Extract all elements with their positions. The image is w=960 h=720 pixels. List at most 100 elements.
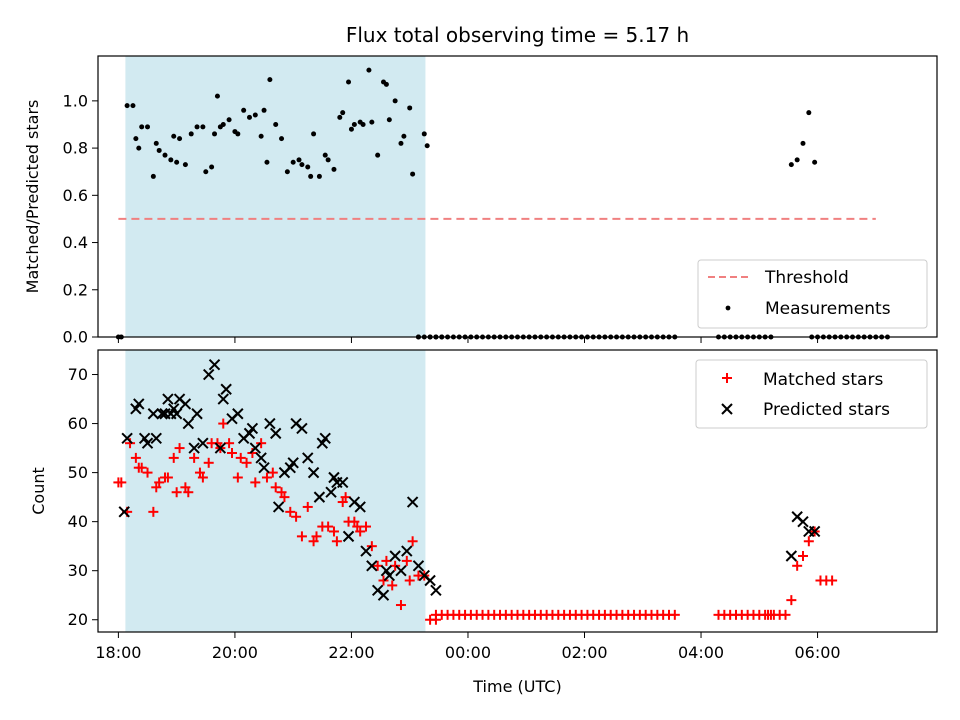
matched-star-point — [171, 487, 182, 498]
predicted-star-point — [797, 515, 809, 528]
predicted-star-point — [272, 501, 285, 513]
matched-star-point — [203, 457, 214, 468]
bottom-xtick-label: 06:00 — [795, 643, 841, 662]
top-ytick-label: 0.4 — [63, 233, 88, 252]
measurement-point — [366, 67, 372, 73]
predicted-star-point — [217, 393, 229, 405]
matched-star-point — [331, 536, 342, 547]
predicted-star-point — [785, 550, 798, 562]
measurement-point — [800, 140, 806, 146]
top-x-ticks — [117, 337, 819, 343]
matched-star-point — [235, 452, 246, 463]
measurement-point — [136, 145, 142, 151]
measurement-point — [203, 169, 209, 175]
matched-star-point — [261, 472, 272, 483]
predicted-star-point — [366, 560, 378, 572]
top-axes-frame — [97, 55, 938, 338]
matched-star-point — [361, 521, 372, 532]
top-ytick-label: 0.6 — [63, 186, 88, 205]
bottom-legend: Matched stars Predicted stars — [695, 359, 928, 429]
predicted-star-point — [406, 496, 419, 508]
predicted-star-point — [150, 432, 162, 444]
measurement-point — [421, 131, 427, 137]
matched-star-point — [218, 418, 229, 429]
bottom-legend-box — [695, 359, 928, 429]
measurement-point — [130, 103, 136, 109]
measurement-point — [305, 164, 311, 170]
predicted-star-point — [412, 560, 425, 572]
matched-star-point — [390, 560, 401, 571]
top-panel: 0.0 0.2 0.4 0.6 0.8 1.0 Flux total observing … — [23, 23, 938, 347]
matched-star-point — [401, 555, 412, 566]
matched-star-point — [174, 443, 185, 454]
predicted-star-point — [156, 408, 168, 420]
matched-star-point — [279, 492, 290, 503]
matched-star-point — [197, 472, 208, 483]
top-y-ticks: 0.0 0.2 0.4 0.6 0.8 1.0 — [63, 91, 98, 347]
legend-measurements-label: Measurements — [765, 299, 891, 319]
measurement-point — [150, 173, 156, 179]
matched-star-point — [404, 575, 415, 586]
top-legend: Threshold Measurements — [697, 259, 928, 329]
bottom-xtick-label: 00:00 — [445, 643, 491, 662]
measurement-point — [788, 162, 794, 168]
measurement-point — [182, 162, 188, 168]
bottom-panel: 20 30 40 50 60 70 18:00 20:00 22:00 00:00 02:00 04… — [29, 349, 938, 696]
matched-star-point — [328, 526, 339, 537]
predicted-star-point — [170, 408, 183, 420]
legend-matched-swatch — [722, 373, 732, 383]
measurement-point — [252, 112, 258, 118]
predicted-star-point — [208, 359, 221, 371]
legend-measurements-swatch — [725, 305, 731, 311]
predicted-star-point — [401, 545, 413, 557]
bottom-axes-frame — [97, 349, 938, 633]
top-ytick-label: 0.2 — [63, 280, 88, 299]
matched-star-point — [407, 536, 418, 547]
bottom-xtick-label: 20:00 — [212, 643, 258, 662]
matched-star-point — [378, 575, 389, 586]
measurement-point — [209, 164, 215, 170]
matched-star-point — [189, 452, 200, 463]
matched-star-point — [669, 609, 680, 620]
measurement-point — [322, 152, 328, 158]
predicted-star-point — [302, 452, 314, 464]
chart-title: Flux total observing time = 5.17 h — [346, 23, 689, 47]
predicted-star-point — [258, 461, 270, 474]
predicted-star-point — [118, 506, 130, 518]
measurement-point — [325, 157, 331, 163]
matched-star-point — [162, 472, 173, 483]
predicted-star-point — [133, 398, 145, 410]
predicted-star-point — [255, 452, 267, 464]
predicted-star-point — [147, 408, 160, 420]
measurement-point — [794, 157, 800, 163]
measurement-point — [351, 121, 357, 127]
measurement-point — [407, 105, 413, 111]
predicted-star-point — [354, 501, 366, 513]
measurement-point — [340, 110, 346, 116]
predicted-star-point — [325, 486, 337, 498]
bottom-xtick-label: 02:00 — [561, 643, 607, 662]
legend-predicted-marker — [721, 403, 733, 415]
top-observing-span — [125, 56, 426, 337]
matched-star-point — [366, 541, 377, 552]
predicted-stars-points — [118, 359, 821, 601]
matched-star-point — [148, 506, 159, 517]
measurement-point — [200, 124, 206, 130]
measurement-point — [246, 114, 252, 120]
predicted-star-point — [360, 545, 372, 557]
predicted-star-point — [296, 422, 308, 435]
bottom-xtick-label: 04:00 — [678, 643, 724, 662]
legend-matched-label: Matched stars — [763, 370, 883, 390]
matched-star-point — [183, 487, 194, 498]
matched-star-point — [250, 477, 261, 488]
measurement-point — [235, 131, 241, 137]
measurement-point — [124, 103, 130, 109]
matched-star-point — [232, 472, 243, 483]
predicted-star-point — [121, 432, 133, 444]
matched-star-point — [130, 452, 141, 463]
measurement-point — [331, 166, 337, 172]
bottom-xtick-label: 18:00 — [95, 643, 141, 662]
measurement-point — [153, 140, 159, 146]
predicted-star-point — [182, 417, 195, 430]
